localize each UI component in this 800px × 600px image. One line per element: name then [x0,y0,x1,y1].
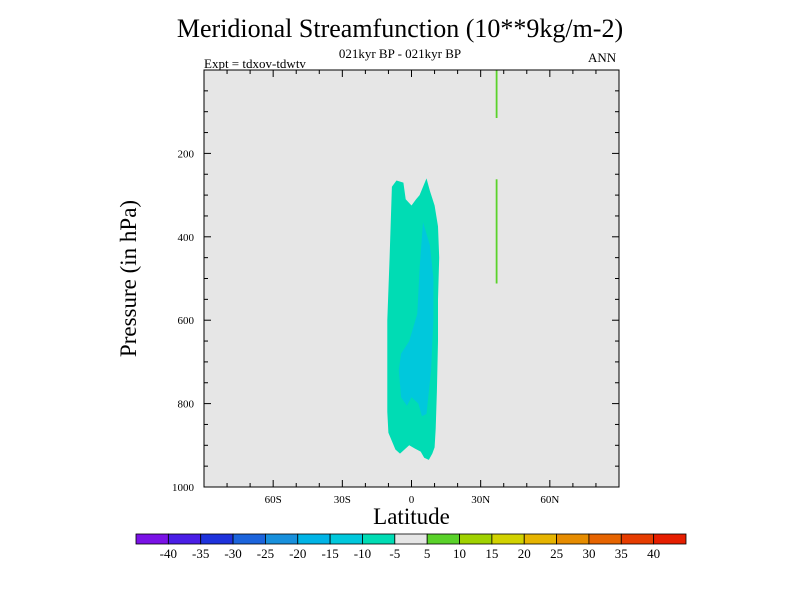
chart-subtitle: 021kyr BP - 021kyr BP [338,46,462,61]
colorbar-swatch [329,533,363,545]
colorbar-swatch [426,533,460,545]
experiment-label: Expt = tdxov-tdwtv [204,56,306,71]
y-tick-label: 1000 [172,482,195,494]
contour-region [495,70,498,118]
colorbar-label: 5 [424,546,431,561]
colorbar-swatch [200,533,234,545]
colorbar-label: 35 [615,546,628,561]
colorbar-swatch [394,533,428,545]
colorbar-label: 10 [453,546,466,561]
colorbar-swatch [265,533,299,545]
colorbar-label: -40 [160,546,177,561]
x-tick-label: 60N [540,494,559,506]
colorbar-label: -5 [389,546,400,561]
colorbar-swatch [297,533,331,545]
colorbar-swatch [135,533,169,545]
colorbar-label: 20 [518,546,531,561]
contour-region [495,179,498,284]
x-tick-label: 30S [334,494,351,506]
colorbar-swatch [232,533,266,545]
season-label: ANN [588,50,617,65]
y-tick-label: 800 [178,399,195,411]
colorbar-swatch [653,533,687,545]
colorbar-swatch [523,533,557,545]
colorbar-swatch [362,533,396,545]
colorbar-label: 40 [647,546,660,561]
colorbar-swatch [167,533,202,545]
colorbar-label: -15 [321,546,338,561]
colorbar-label: 30 [582,546,595,561]
colorbar-label: 15 [485,546,498,561]
chart-title: Meridional Streamfunction (10**9kg/m-2) [176,14,624,43]
y-tick-label: 200 [178,148,195,160]
colorbar-swatch [556,533,590,545]
x-tick-label: 30N [471,494,490,506]
colorbar-label: -25 [257,546,274,561]
contour-region [398,222,434,417]
colorbar-swatch [588,533,622,545]
x-tick-label: 0 [409,494,415,506]
colorbar-label: 25 [550,546,563,561]
colorbar-label: -30 [224,546,241,561]
y-axis-label: Pressure (in hPa) [116,200,141,357]
colorbar-swatch [620,533,655,545]
y-tick-label: 400 [178,232,195,244]
x-tick-label: 60S [265,494,282,506]
y-tick-label: 600 [178,315,195,327]
colorbar-swatch [459,533,493,545]
colorbar-label: -20 [289,546,306,561]
colorbar-label: -35 [192,546,209,561]
x-axis-label: Latitude [373,504,450,529]
colorbar-swatch [491,533,525,545]
colorbar-label: -10 [354,546,371,561]
